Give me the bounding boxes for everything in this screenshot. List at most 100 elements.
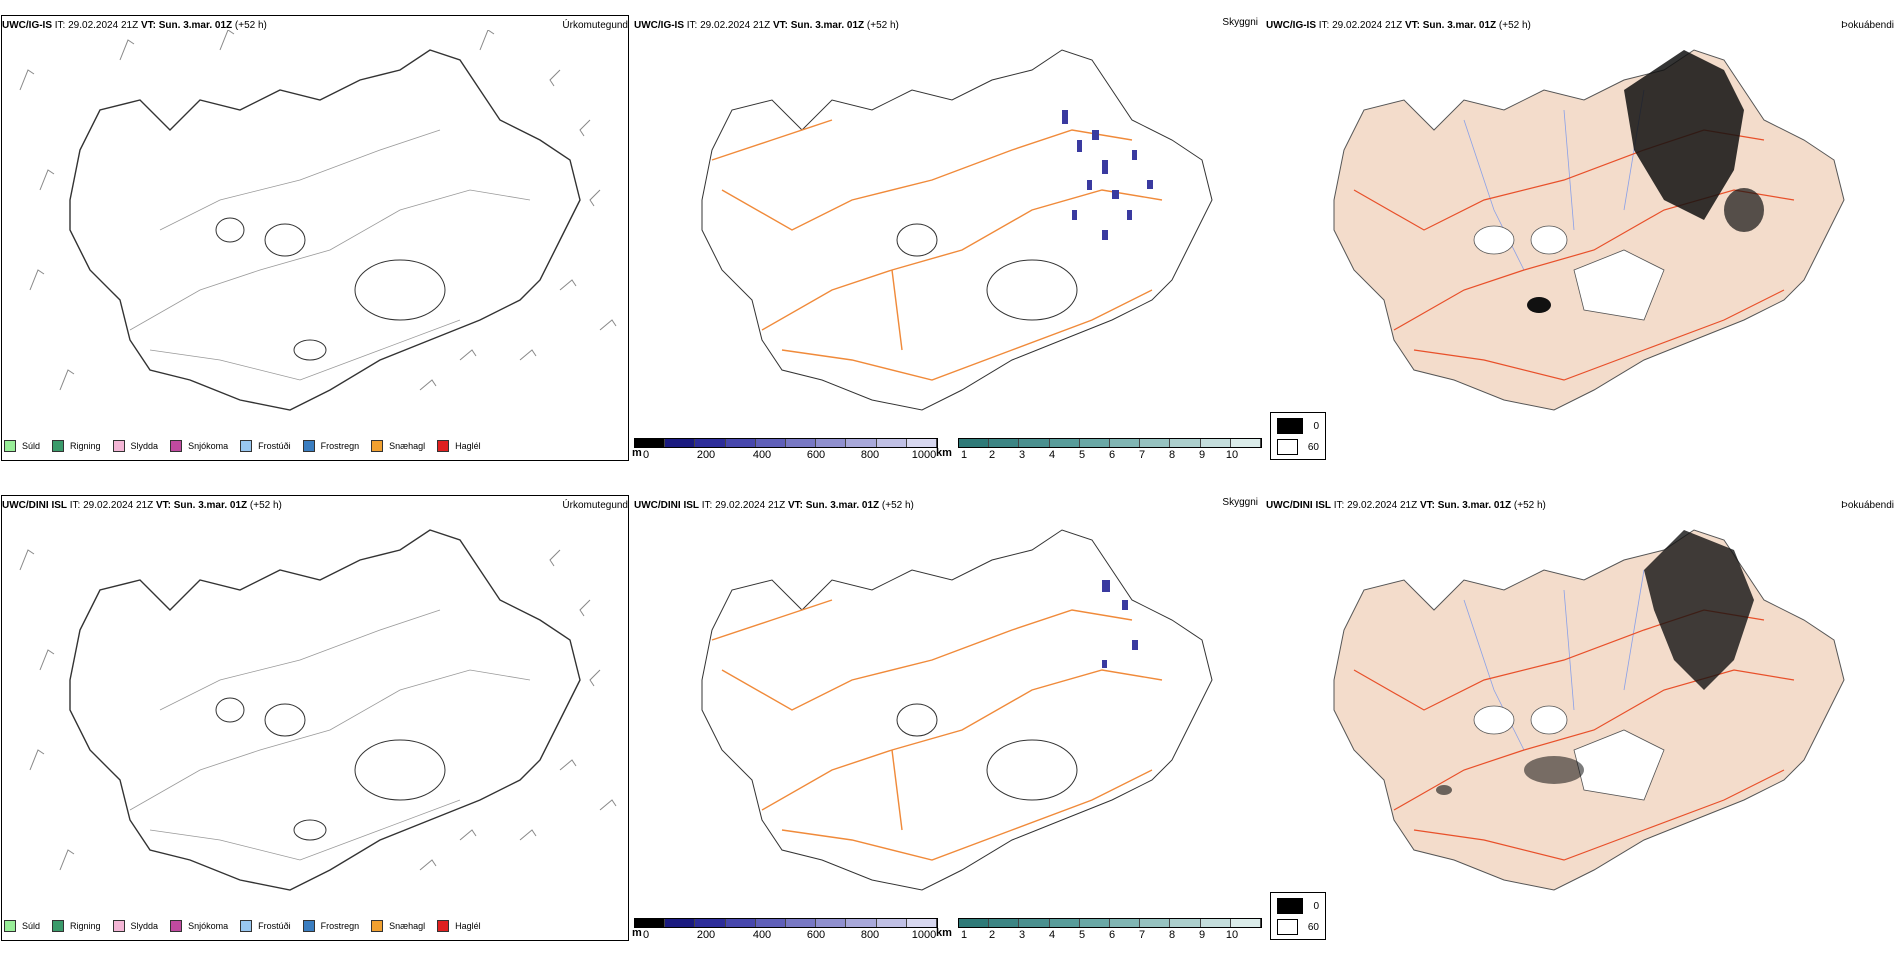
fog-legend: 0 60 (1270, 412, 1326, 460)
colorbar-cell (786, 439, 817, 447)
colorbar-cell (989, 919, 1020, 927)
wind-barbs (19, 30, 617, 391)
colorbar-cell (1110, 919, 1141, 927)
tick-label: 9 (1198, 929, 1206, 941)
panel-header: UWC/DINI ISL IT: 29.02.2024 21Z VT: Sun.… (2, 500, 282, 511)
it-value: 29.02.2024 21Z (83, 500, 154, 511)
colorbar-cell (786, 919, 817, 927)
iceland-map (19, 30, 617, 411)
roads (711, 119, 1163, 381)
colorbar-cells (958, 918, 1262, 928)
lead-time: (+52 h) (866, 20, 899, 31)
tick-label: 600 (806, 929, 826, 941)
it-value: 29.02.2024 21Z (1332, 20, 1403, 31)
tick-label: 1000 (911, 929, 937, 941)
it-value: 29.02.2024 21Z (1347, 500, 1418, 511)
it-label: IT: (686, 20, 698, 31)
tick-label: 3 (1018, 449, 1026, 461)
tick-label: 1 (960, 929, 968, 941)
colorbar-cell (1230, 439, 1262, 447)
visibility-panel: UWC/IG-IS IT: 29.02.2024 21Z VT: Sun. 3.… (632, 0, 1264, 478)
iceland-coastline (69, 529, 581, 891)
colorbar-cell (989, 439, 1020, 447)
colorbar-cell (725, 439, 756, 447)
vt-label: VT: (787, 500, 803, 511)
iceland-coastline (701, 529, 1213, 891)
colorbar-cell (755, 439, 787, 447)
panel-title: Þokuábendi (1841, 500, 1894, 511)
colorbar-cell (1230, 919, 1262, 927)
legend-item: Rigning (52, 920, 101, 932)
tick-label: 1 (960, 449, 968, 461)
colorbar-cell (635, 439, 666, 447)
row-dini-isl: UWC/DINI ISL IT: 29.02.2024 21Z VT: Sun.… (0, 480, 1900, 958)
tick-label: 2 (988, 929, 996, 941)
legend-item: Frostúði (240, 440, 291, 452)
glaciers (215, 697, 446, 841)
panel-header: UWC/IG-IS IT: 29.02.2024 21Z VT: Sun. 3.… (634, 20, 899, 31)
lead-time: (+52 h) (249, 500, 282, 511)
fog-legend-swatch (1277, 418, 1304, 434)
it-value: 29.02.2024 21Z (68, 20, 139, 31)
vt-label: VT: (155, 500, 171, 511)
colorbar-cell (1079, 919, 1111, 927)
tick-label: 2 (988, 449, 996, 461)
fog-legend-row: 0 (1277, 418, 1319, 434)
tick-label: 400 (752, 929, 772, 941)
tick-label: 800 (860, 929, 880, 941)
tick-label: 8 (1168, 929, 1176, 941)
fog-panel: UWC/DINI ISL IT: 29.02.2024 21Z VT: Sun.… (1264, 480, 1900, 958)
colorbar-cell (959, 439, 990, 447)
lead-time: (+52 h) (234, 20, 267, 31)
visibility-km-colorbar: km 1 2 3 4 5 6 7 8 9 10 (936, 918, 1262, 941)
vt-value: Sun. 3.mar. 01Z (1437, 500, 1512, 511)
roads (711, 599, 1163, 861)
tick-label: 7 (1138, 449, 1146, 461)
iceland-coastline (701, 49, 1213, 411)
panel-header: UWC/IG-IS IT: 29.02.2024 21Z VT: Sun. 3.… (1266, 20, 1531, 31)
fog-areas (1527, 50, 1764, 313)
colorbar-cell (846, 439, 877, 447)
tick-label: 6 (1108, 449, 1116, 461)
vt-label: VT: (1404, 20, 1420, 31)
it-label: IT: (1318, 20, 1330, 31)
panel-header: UWC/DINI ISL IT: 29.02.2024 21Z VT: Sun.… (1266, 500, 1546, 511)
glaciers (215, 217, 446, 361)
vt-value: Sun. 3.mar. 01Z (158, 20, 233, 31)
colorbar-cell (1140, 919, 1171, 927)
panel-header: UWC/IG-IS IT: 29.02.2024 21Z VT: Sun. 3.… (2, 20, 267, 31)
glaciers (1473, 705, 1665, 801)
vt-label: VT: (1419, 500, 1435, 511)
colorbar-cell (1049, 439, 1080, 447)
colorbar-cell (695, 439, 726, 447)
colorbar-ticks: 1 2 3 4 5 6 7 8 9 10 (958, 448, 1262, 462)
colorbar-unit: m (632, 447, 642, 459)
panel-title: Úrkomutegund (562, 500, 628, 511)
tick-label: 6 (1108, 929, 1116, 941)
iceland-map (19, 529, 617, 891)
colorbar-cell (876, 439, 907, 447)
visibility-m-colorbar: m 0 200 400 600 800 1000 (632, 438, 938, 462)
wind-barbs (19, 549, 617, 871)
colorbar-ticks: 0 200 400 600 800 1000 (634, 448, 938, 462)
vt-value: Sun. 3.mar. 01Z (173, 500, 248, 511)
legend-item: Snæhagl (371, 920, 425, 932)
tick-label: 200 (696, 449, 716, 461)
colorbar-cell (635, 919, 666, 927)
model-name: UWC/IG-IS (634, 20, 684, 31)
colorbar-cell (665, 919, 696, 927)
colorbar-cell (755, 919, 787, 927)
iceland-land (1333, 529, 1845, 891)
precip-type-panel: UWC/DINI ISL IT: 29.02.2024 21Z VT: Sun.… (0, 480, 632, 958)
colorbar-cell (665, 439, 696, 447)
legend-item: Slydda (112, 440, 158, 452)
fog-legend-row: 60 (1277, 919, 1319, 935)
lead-time: (+52 h) (1513, 500, 1546, 511)
it-label: IT: (1333, 500, 1345, 511)
panel-title: Skyggni (1222, 497, 1258, 508)
model-name: UWC/IG-IS (1266, 20, 1316, 31)
model-name: UWC/DINI ISL (2, 500, 67, 511)
colorbar-cells (634, 438, 938, 448)
panel-frame (1, 495, 629, 941)
model-name: UWC/DINI ISL (1266, 500, 1331, 511)
